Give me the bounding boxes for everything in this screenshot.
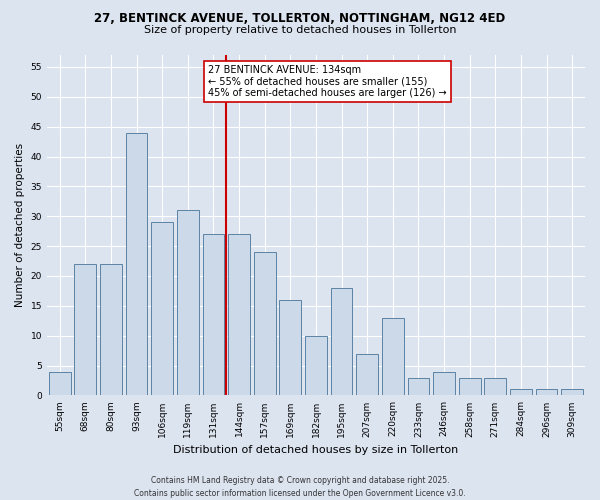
Bar	[305, 336, 327, 396]
Bar	[510, 390, 532, 396]
Bar	[484, 378, 506, 396]
Bar	[331, 288, 352, 396]
Text: Contains HM Land Registry data © Crown copyright and database right 2025.
Contai: Contains HM Land Registry data © Crown c…	[134, 476, 466, 498]
Text: Size of property relative to detached houses in Tollerton: Size of property relative to detached ho…	[144, 25, 456, 35]
Bar	[459, 378, 481, 396]
Bar	[151, 222, 173, 396]
Bar	[280, 300, 301, 396]
Bar	[433, 372, 455, 396]
Bar	[407, 378, 430, 396]
Y-axis label: Number of detached properties: Number of detached properties	[15, 143, 25, 308]
Bar	[100, 264, 122, 396]
Bar	[74, 264, 96, 396]
Bar	[561, 390, 583, 396]
Bar	[203, 234, 224, 396]
X-axis label: Distribution of detached houses by size in Tollerton: Distribution of detached houses by size …	[173, 445, 458, 455]
Bar	[49, 372, 71, 396]
Text: 27, BENTINCK AVENUE, TOLLERTON, NOTTINGHAM, NG12 4ED: 27, BENTINCK AVENUE, TOLLERTON, NOTTINGH…	[94, 12, 506, 26]
Bar	[177, 210, 199, 396]
Bar	[382, 318, 404, 396]
Bar	[126, 132, 148, 396]
Bar	[356, 354, 378, 396]
Bar	[228, 234, 250, 396]
Bar	[254, 252, 275, 396]
Bar	[536, 390, 557, 396]
Text: 27 BENTINCK AVENUE: 134sqm
← 55% of detached houses are smaller (155)
45% of sem: 27 BENTINCK AVENUE: 134sqm ← 55% of deta…	[208, 65, 447, 98]
